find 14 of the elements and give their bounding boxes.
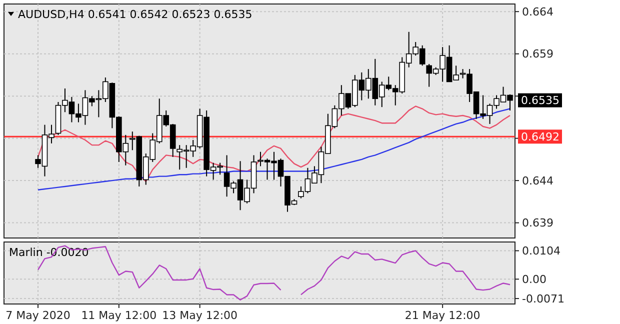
y-tick-label: 0.00	[522, 272, 546, 286]
x-tick-label: 11 May 12:00	[81, 309, 157, 322]
y-tick-label: 0.0104	[522, 244, 560, 258]
chart-title: AUDUSD,H4 0.6541 0.6542 0.6523 0.6535	[18, 8, 252, 21]
y-tick-label: 0.664	[522, 5, 554, 18]
y-tick-label: -0.0071	[522, 292, 564, 306]
x-tick-label: 13 May 12:00	[162, 309, 238, 322]
ref-line-label: 0.6492	[521, 130, 560, 144]
text: 0.6535	[521, 94, 560, 108]
y-tick-label: 0.639	[522, 216, 554, 230]
x-tick-label: 21 May 12:00	[404, 309, 480, 322]
y-tick-label: 0.644	[522, 174, 554, 188]
y-tick-label: 0.659	[522, 48, 554, 61]
x-tick-label: 7 May 2020	[6, 309, 70, 322]
